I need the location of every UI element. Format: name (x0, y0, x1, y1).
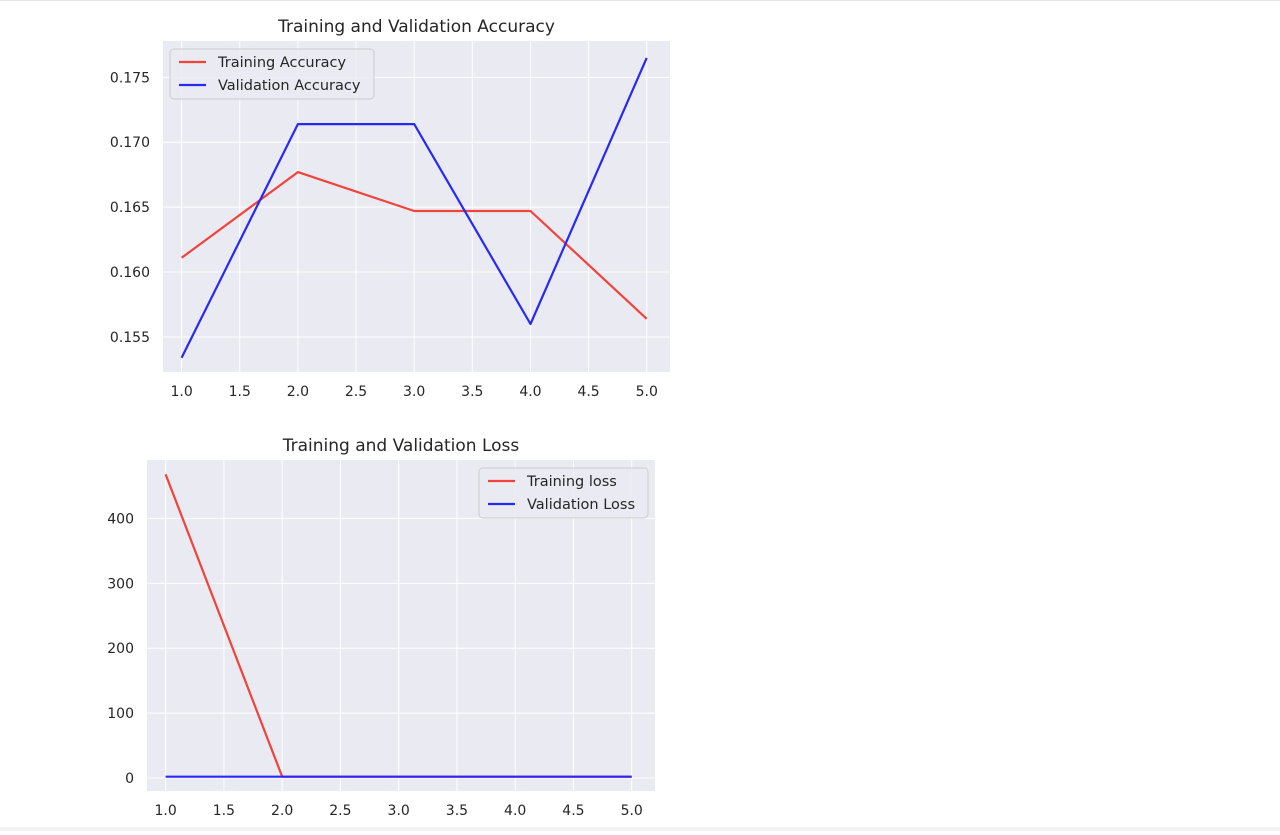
x-tick-label: 3.0 (388, 803, 410, 819)
legend-label: Validation Loss (527, 497, 635, 513)
chart-1: 1.0 1.5 2.0 2.5 3.0 3.5 4.0 4.5 5.0 0 100 200 300 400… (107, 436, 655, 819)
legend-box (478, 467, 649, 519)
x-tick-label: 1.5 (229, 384, 251, 400)
x-tick-label: 4.5 (577, 384, 599, 400)
x-tick-label: 3.5 (461, 384, 483, 400)
y-tick-label: 0.160 (110, 265, 150, 281)
chart-title: Training and Validation Loss (282, 436, 520, 456)
legend-box (169, 48, 375, 100)
x-tick-label: 1.0 (170, 384, 192, 400)
chart-0: 1.0 1.5 2.0 2.5 3.0 3.5 4.0 4.5 5.0 0.155 0.160 0.1… (110, 17, 670, 400)
y-tick-label: 400 (107, 511, 134, 527)
legend: Training loss Validation Loss (478, 467, 649, 519)
y-tick-label: 0.155 (110, 330, 150, 346)
y-tick-label: 0 (125, 771, 134, 787)
x-tick-label: 4.5 (562, 803, 584, 819)
legend-label: Training loss (526, 474, 617, 490)
x-tick-label: 2.5 (345, 384, 367, 400)
legend-label: Training Accuracy (217, 55, 346, 71)
legend-label: Validation Accuracy (218, 78, 361, 94)
y-tick-label: 300 (107, 576, 134, 592)
x-tick-label: 3.0 (403, 384, 425, 400)
x-tick-label: 4.0 (519, 384, 541, 400)
y-tick-label: 0.170 (110, 135, 150, 151)
x-tick-label: 5.0 (621, 803, 643, 819)
y-tick-label: 100 (107, 706, 134, 722)
x-tick-label: 2.0 (287, 384, 309, 400)
x-tick-label: 2.5 (329, 803, 351, 819)
x-tick-label: 2.0 (271, 803, 293, 819)
x-tick-label: 1.0 (155, 803, 177, 819)
series-line-validation-accuracy (180, 57, 648, 359)
x-tick-label: 1.5 (213, 803, 235, 819)
y-tick-label: 0.175 (110, 70, 150, 86)
legend: Training Accuracy Validation Accuracy (169, 48, 375, 100)
x-tick-label: 5.0 (636, 384, 658, 400)
chart-title: Training and Validation Accuracy (277, 17, 555, 37)
bottom-divider (0, 827, 1280, 831)
x-tick-label: 3.5 (446, 803, 468, 819)
top-divider (0, 0, 1280, 1)
y-tick-label: 200 (107, 641, 134, 657)
y-tick-label: 0.165 (110, 200, 150, 216)
x-tick-label: 4.0 (504, 803, 526, 819)
